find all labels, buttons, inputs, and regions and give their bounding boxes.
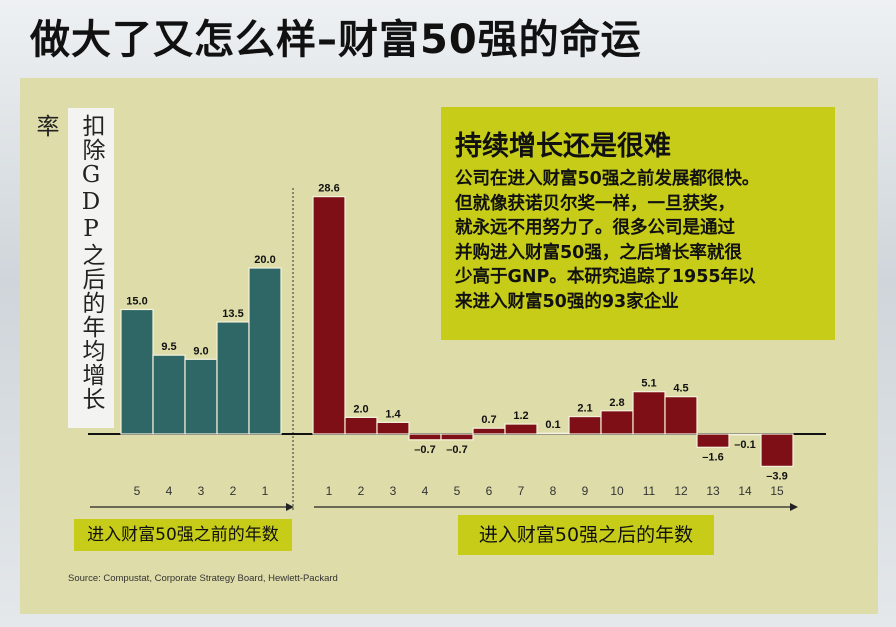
before-value-label: 15.0 [126,296,147,308]
after-tick-label: 6 [486,484,493,498]
callout-line: 来进入财富50强的93家企业 [455,291,679,312]
callout-line: 并购进入财富50强，之后增长率就很 [455,242,742,263]
after-value-label: –0.7 [414,444,435,456]
before-value-label: 9.0 [193,345,208,357]
callout-line: 但就像获诺贝尔奖一样，一旦获奖， [455,193,735,214]
callout-box: 持续增长还是很难 公司在进入财富50强之前发展都很快。 但就像获诺贝尔奖一样，一… [441,107,835,340]
after-value-label: –3.9 [766,470,787,482]
after-tick-label: 7 [518,484,525,498]
after-value-label: 0.1 [545,419,560,431]
after-value-label: 2.8 [609,397,624,409]
before-tick-label: 1 [262,484,269,498]
after-tick-label: 9 [582,484,589,498]
after-bar [504,423,538,435]
after-value-label: 2.1 [577,403,592,415]
before-value-label: 9.5 [161,341,176,353]
callout-line: 少高于GNP。本研究追踪了1955年以 [455,267,756,287]
before-bar [248,267,282,435]
after-bar [536,432,570,435]
after-bar [472,427,506,435]
after-tick-label: 10 [610,484,624,498]
after-tick-label: 14 [738,484,752,498]
callout-heading: 持续增长还是很难 [455,131,671,162]
after-years-label: 进入财富50强之后的年数 [458,515,714,555]
before-tick-label: 2 [230,484,237,498]
before-tick-label: 5 [134,484,141,498]
after-bar [312,196,346,435]
after-tick-label: 1 [326,484,333,498]
after-value-label: 28.6 [318,183,339,195]
after-value-label: –0.7 [446,444,467,456]
before-tick-label: 4 [166,484,173,498]
after-value-label: 1.4 [385,408,401,420]
after-bar [440,433,474,441]
after-value-label: 2.0 [353,403,368,415]
after-bar [344,416,378,435]
after-tick-label: 8 [550,484,557,498]
after-bar [696,433,730,448]
before-value-label: 20.0 [254,254,275,266]
y-axis-label: 扣除GDP之后的年均增长率 [32,108,114,428]
before-bar [120,308,154,435]
after-tick-label: 4 [422,484,429,498]
after-bar [376,421,410,435]
after-tick-label: 5 [454,484,461,498]
after-value-label: 5.1 [641,378,656,390]
before-bar [216,321,250,435]
after-tick-label: 11 [643,484,656,498]
after-tick-label: 2 [358,484,365,498]
before-value-label: 13.5 [222,308,243,320]
after-bar [632,391,666,435]
after-bar [760,433,794,467]
after-bar [600,410,634,435]
after-tick-label: 13 [706,484,720,498]
page-title: 做大了又怎么样–财富50强的命运 [30,17,642,63]
bar-series: 15.0 5 9.5 4 9.0 3 13.5 2 20.0 1 28.6 1 2.0 2 1.4 3 –0.7… [120,183,794,498]
after-value-label: 0.7 [481,414,496,426]
callout-line: 公司在进入财富50强之前发展都很快。 [455,169,760,189]
before-arrow-head [286,503,294,511]
before-years-label: 进入财富50强之前的年数 [74,519,292,551]
callout-line: 就永远不用努力了。很多公司是通过 [455,218,735,238]
after-arrow-head [790,503,798,511]
before-tick-label: 3 [198,484,205,498]
before-bar [184,358,218,435]
source-note: Source: Compustat, Corporate Strategy Bo… [68,573,338,584]
after-tick-label: 3 [390,484,397,498]
before-bar [152,354,186,435]
after-bar [408,433,442,441]
after-value-label: –1.6 [702,451,723,463]
after-bar [728,433,762,436]
after-bar [664,396,698,435]
after-value-label: –0.1 [734,439,755,451]
after-tick-label: 15 [770,484,784,498]
after-value-label: 4.5 [673,383,688,395]
axis-arrows [90,503,798,511]
callout-body: 公司在进入财富50强之前发展都很快。 但就像获诺贝尔奖一样，一旦获奖， 就永远不… [455,167,823,314]
after-bar [568,415,602,435]
after-value-label: 1.2 [513,410,528,422]
after-tick-label: 12 [674,484,688,498]
